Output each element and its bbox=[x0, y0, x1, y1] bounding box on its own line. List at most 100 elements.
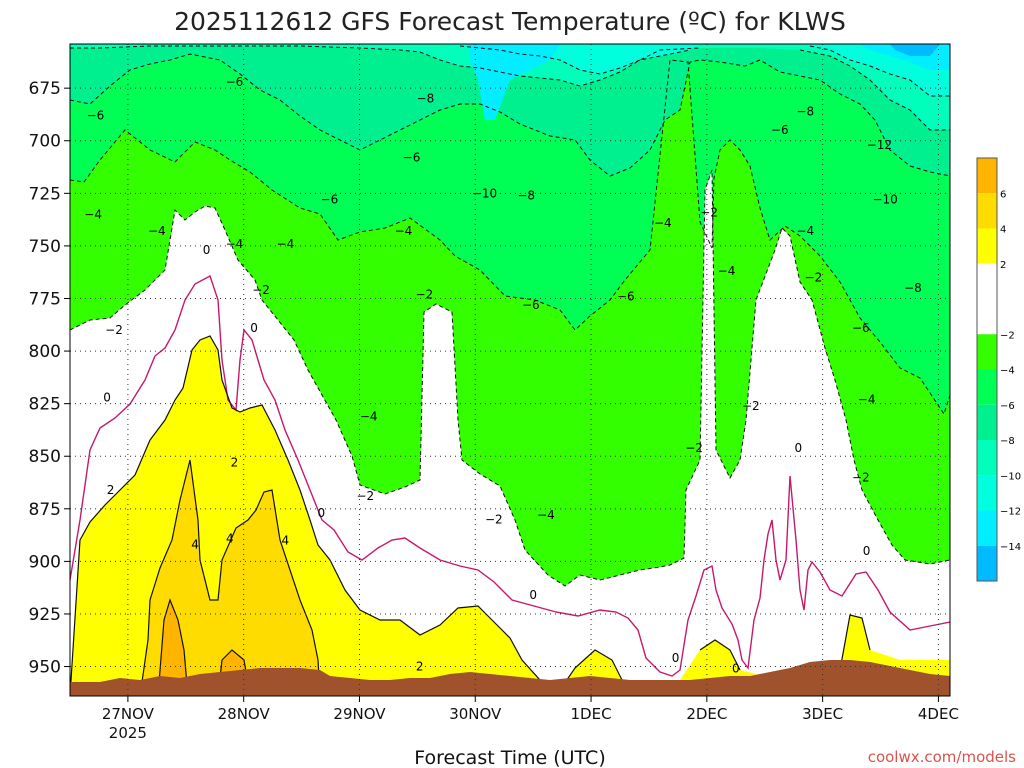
contour-label: −2 bbox=[485, 512, 503, 526]
contour-label: −4 bbox=[654, 216, 672, 230]
x-tick-label: 27NOV bbox=[102, 705, 155, 723]
colorbar-band bbox=[977, 475, 997, 511]
contour-label: −6 bbox=[403, 151, 421, 165]
contour-label: −8 bbox=[796, 104, 814, 118]
contour-label: −2 bbox=[852, 470, 870, 484]
contour-label: −2 bbox=[742, 399, 760, 413]
colorbar-label: −6 bbox=[1000, 401, 1015, 412]
contour-label: −6 bbox=[87, 109, 105, 123]
colorbar-label: 6 bbox=[1000, 189, 1006, 200]
plot-frame bbox=[69, 43, 951, 697]
negative-contours bbox=[70, 45, 950, 587]
contour-label: −4 bbox=[858, 392, 876, 406]
contour-label: 0 bbox=[794, 441, 802, 455]
x-tick-label: 3DEC bbox=[802, 705, 843, 723]
y-tick-label: 925 bbox=[29, 605, 61, 625]
fill-minus4-minus6 bbox=[70, 44, 950, 414]
contour-label: −4 bbox=[395, 224, 413, 238]
x-tick-label: 1DEC bbox=[571, 705, 612, 723]
contour-label: −12 bbox=[867, 138, 892, 152]
colorbar-band bbox=[977, 440, 997, 476]
contour-label: 0 bbox=[317, 506, 325, 520]
colorbar-label: −10 bbox=[1000, 471, 1021, 482]
x-axis-label: Forecast Time (UTC) bbox=[414, 747, 605, 768]
y-tick-label: 875 bbox=[29, 500, 61, 520]
contour-label: −6 bbox=[321, 193, 339, 207]
contour-label: 0 bbox=[103, 390, 111, 404]
y-tick-label: 900 bbox=[29, 552, 61, 572]
colorbar-frame bbox=[976, 157, 998, 582]
gridlines bbox=[70, 44, 950, 696]
contour-label: 2 bbox=[107, 483, 115, 497]
colorbar-label: 4 bbox=[1000, 225, 1006, 236]
y-tick-label: 750 bbox=[29, 237, 61, 257]
colorbar-band bbox=[977, 369, 997, 405]
colorbar-band bbox=[977, 334, 997, 370]
contour-label: −8 bbox=[417, 92, 435, 106]
x-axis: 27NOV 28NOV 29NOV 30NOV 1DEC 2DEC 3DEC 4DEC 2025 bbox=[102, 696, 959, 742]
colorbar-label: −8 bbox=[1000, 436, 1015, 447]
contour-label: −2 bbox=[415, 287, 433, 301]
colorbar-label: 2 bbox=[1000, 260, 1006, 271]
colorbar-label: −2 bbox=[1000, 330, 1015, 341]
contour-label: −2 bbox=[805, 270, 823, 284]
contour-label: −4 bbox=[718, 264, 736, 278]
plot-area: −6 −4 −2 0 2 −4 −6 −4 0 −2 0 2 4 4 4 −4 −6 −2 0 −4 −4 −6 −8 −2 −… bbox=[70, 44, 950, 696]
x-tick-label: 2DEC bbox=[686, 705, 727, 723]
contour-label: 0 bbox=[672, 651, 680, 665]
contour-label: 0 bbox=[529, 588, 537, 602]
contour-label: −10 bbox=[872, 193, 897, 207]
contour-label: −8 bbox=[517, 188, 535, 202]
colorbar-band bbox=[977, 158, 997, 194]
contour-label: 2 bbox=[416, 660, 424, 674]
chart-title: 2025112612 GFS Forecast Temperature (ºC)… bbox=[174, 7, 846, 36]
colorbar-band bbox=[977, 193, 997, 229]
contour-label: −2 bbox=[105, 323, 123, 337]
contour-label: −6 bbox=[771, 123, 789, 137]
y-tick-label: 800 bbox=[29, 342, 61, 362]
colorbar: 6 4 2 −2 −4 −6 −8 −10 −12 −14 bbox=[976, 157, 1021, 582]
contour-label: 2 bbox=[231, 456, 239, 470]
contour-label: 0 bbox=[203, 243, 211, 257]
fill-plus4-plus6 bbox=[140, 460, 320, 696]
terrain bbox=[70, 660, 950, 696]
colorbar-band bbox=[977, 228, 997, 264]
y-tick-label: 700 bbox=[29, 132, 61, 152]
y-tick-label: 850 bbox=[29, 447, 61, 467]
y-tick-label: 775 bbox=[29, 289, 61, 309]
contour-label: −6 bbox=[852, 321, 870, 335]
contour-label: 4 bbox=[282, 533, 290, 547]
contour-label: −2 bbox=[685, 441, 703, 455]
x-tick-label: 4DEC bbox=[918, 705, 959, 723]
x-year-label: 2025 bbox=[109, 724, 147, 742]
credit-text: coolwx.com/models bbox=[868, 748, 1016, 766]
colorbar-band bbox=[977, 510, 997, 546]
zero-isotherm bbox=[70, 274, 950, 677]
contour-label: −6 bbox=[617, 289, 635, 303]
contour-labels: −6 −4 −2 0 2 −4 −6 −4 0 −2 0 2 4 4 4 −4 −6 −2 0 −4 −4 −6 −8 −2 −… bbox=[84, 75, 921, 676]
fill-minus6-minus8 bbox=[70, 44, 950, 176]
contour-label: −4 bbox=[84, 207, 102, 221]
contour-label: −8 bbox=[904, 281, 922, 295]
colorbar-band bbox=[977, 263, 997, 335]
contour-label: −6 bbox=[522, 298, 540, 312]
contour-label: −10 bbox=[472, 186, 497, 200]
fill-minus14-minus16 bbox=[890, 44, 940, 56]
y-tick-label: 725 bbox=[29, 184, 61, 204]
fill-minus10-minus12 bbox=[440, 44, 950, 96]
colorbar-label: −4 bbox=[1000, 366, 1015, 377]
y-tick-label: 675 bbox=[29, 79, 61, 99]
contour-label: −4 bbox=[537, 508, 555, 522]
colorbar-label: −14 bbox=[1000, 542, 1021, 553]
colorbar-band bbox=[977, 545, 997, 581]
y-tick-label: 825 bbox=[29, 395, 61, 415]
x-tick-label: 28NOV bbox=[218, 705, 271, 723]
contour-label: −4 bbox=[226, 237, 244, 251]
contour-label: 0 bbox=[250, 321, 258, 335]
contour-label: −4 bbox=[796, 224, 814, 238]
contour-label: 4 bbox=[191, 538, 199, 552]
colorbar-label: −12 bbox=[1000, 507, 1021, 518]
y-tick-label: 950 bbox=[29, 658, 61, 678]
contour-label: −2 bbox=[252, 283, 270, 297]
